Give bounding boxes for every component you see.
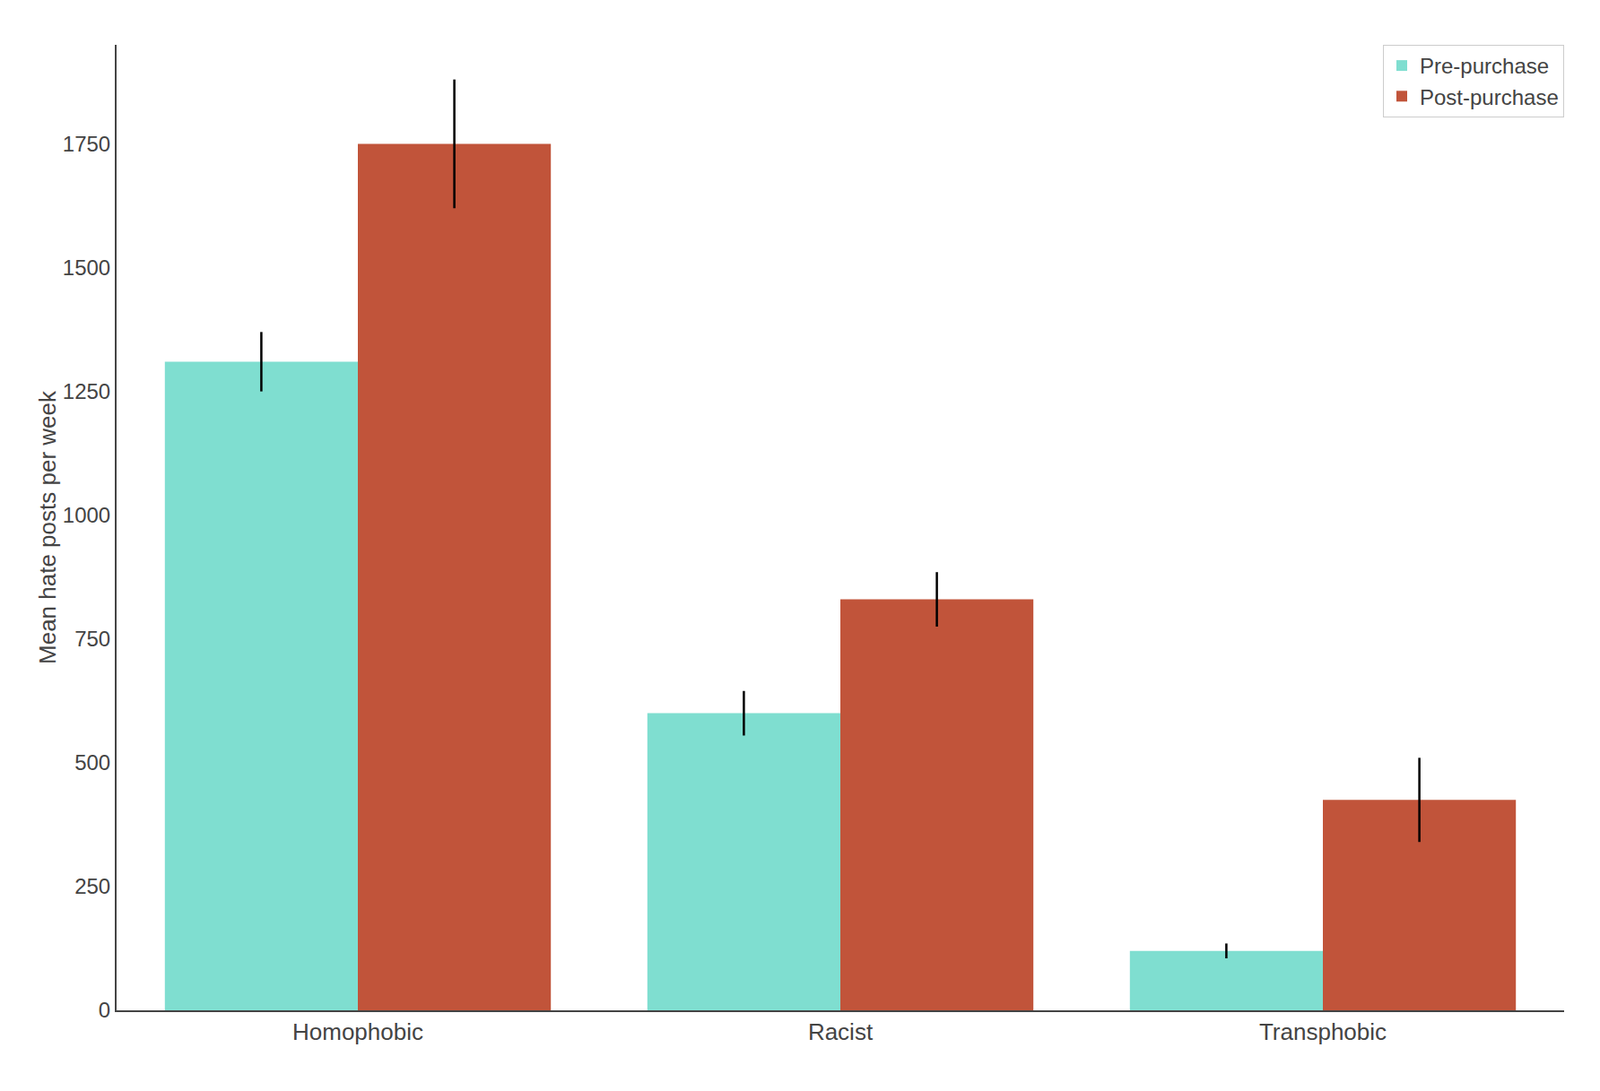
svg-text:1750: 1750	[62, 131, 111, 157]
svg-text:Transphobic: Transphobic	[1259, 1018, 1387, 1046]
svg-text:Racist: Racist	[808, 1018, 874, 1046]
svg-text:Homophobic: Homophobic	[292, 1018, 424, 1046]
svg-text:250: 250	[74, 874, 111, 899]
svg-text:Pre-purchase: Pre-purchase	[1419, 53, 1549, 79]
svg-text:1500: 1500	[62, 255, 111, 280]
svg-text:750: 750	[74, 626, 111, 652]
svg-text:0: 0	[98, 998, 111, 1023]
svg-text:Mean hate posts per week: Mean hate posts per week	[34, 390, 61, 665]
svg-text:1250: 1250	[62, 379, 111, 404]
svg-text:500: 500	[74, 750, 111, 775]
svg-text:Post-purchase: Post-purchase	[1419, 85, 1559, 110]
svg-text:1000: 1000	[62, 503, 111, 528]
